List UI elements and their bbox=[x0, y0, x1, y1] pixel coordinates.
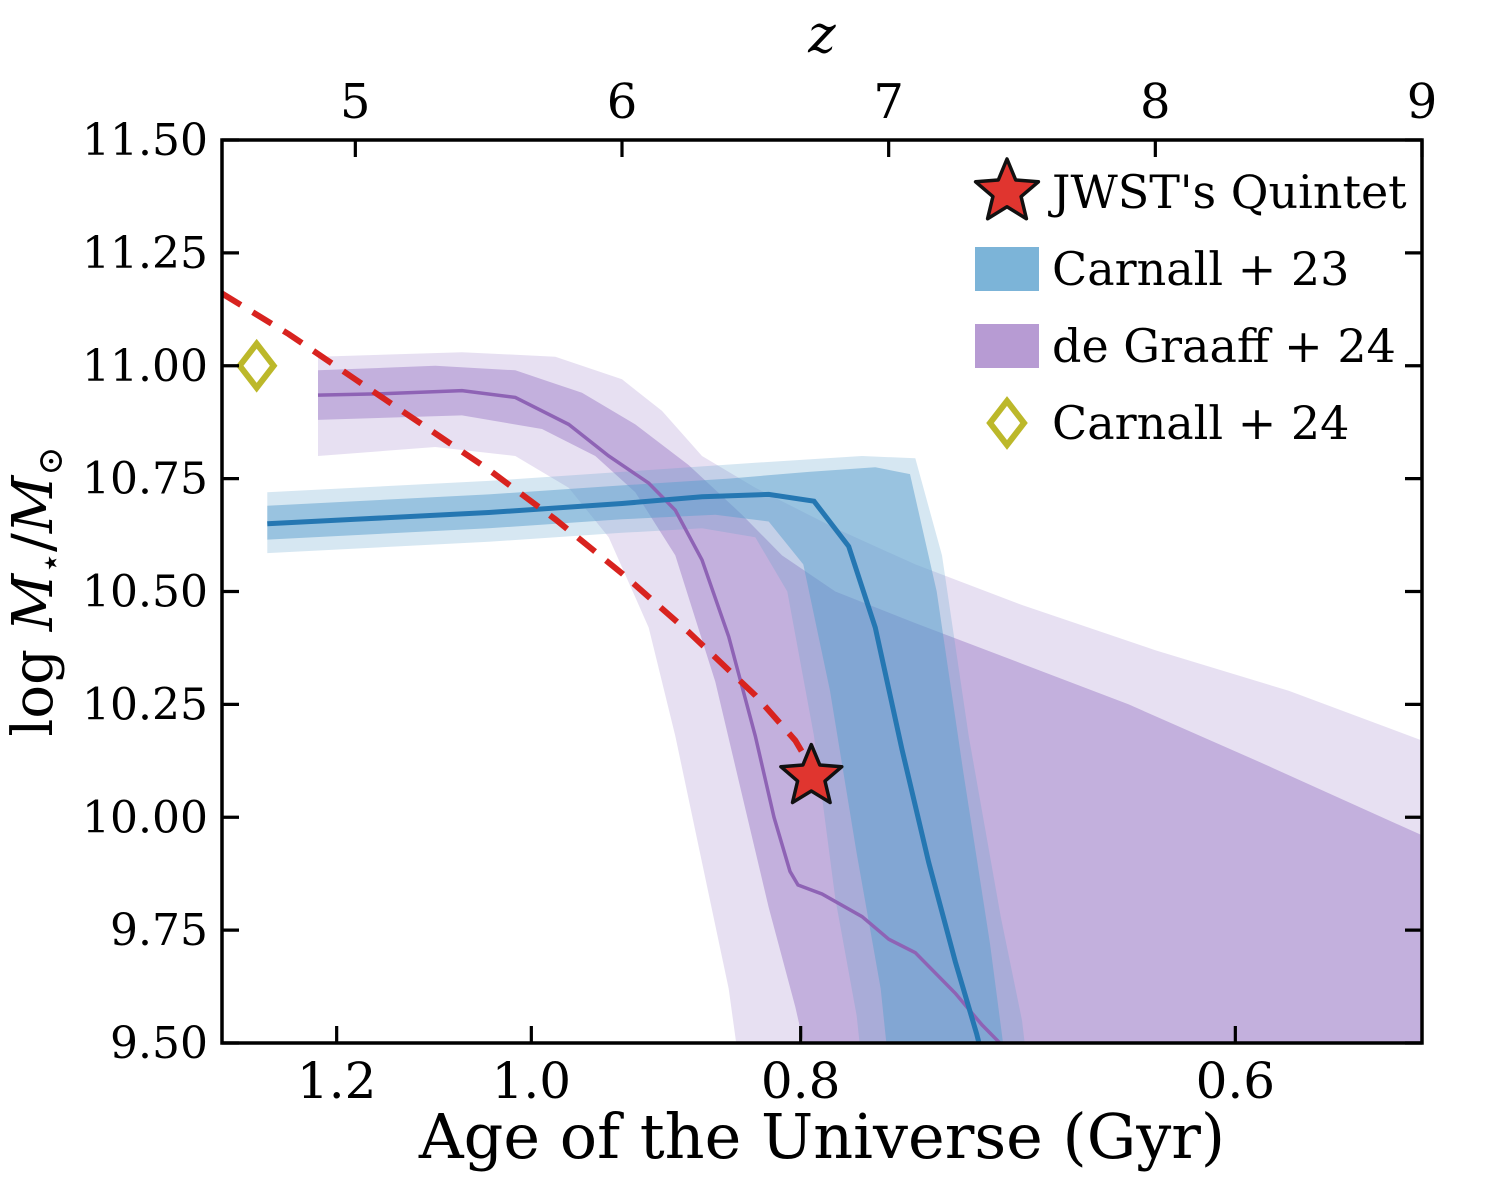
tick-labels: 11.50 11.25 11.00 10.75 10.50 10.25 10.00 9.75 9… bbox=[82, 74, 1437, 1110]
y-axis-label: log M⋆/M⊙ bbox=[1, 446, 71, 736]
confidence-bands bbox=[267, 352, 1422, 1043]
top-axis-label: z bbox=[807, 5, 836, 65]
y-tick-label: 11.25 bbox=[82, 228, 208, 279]
x-tick-label: 0.6 bbox=[1196, 1052, 1276, 1110]
legend-patch-swatch bbox=[975, 247, 1039, 291]
y-tick-label: 10.50 bbox=[82, 567, 208, 618]
median-lines bbox=[267, 388, 1003, 1043]
legend: JWST's Quintet Carnall + 23 de Graaff + … bbox=[973, 157, 1407, 450]
legend-label-carnall-24: Carnall + 24 bbox=[1052, 396, 1349, 450]
y-axis-label-text: log M⋆/M⊙ bbox=[1, 446, 71, 736]
legend-label-jwst-quintet: JWST's Quintet bbox=[1048, 165, 1407, 219]
y-tick-label: 9.75 bbox=[110, 905, 208, 956]
y-tick-label: 10.75 bbox=[82, 454, 208, 505]
jwst-quintet-star-marker bbox=[779, 742, 844, 805]
top-axis-label-text: z bbox=[807, 5, 836, 65]
x-tick-label: 1.0 bbox=[492, 1052, 572, 1110]
legend-diamond-swatch bbox=[986, 396, 1028, 450]
legend-label-de-graaff-24: de Graaff + 24 bbox=[1052, 319, 1396, 373]
quintet-track-dashed-line bbox=[222, 290, 817, 774]
top-tick-label: 8 bbox=[1140, 74, 1171, 130]
legend-label-carnall-23: Carnall + 23 bbox=[1052, 242, 1349, 296]
axes-frame bbox=[220, 138, 1424, 1045]
quintet-track-path bbox=[222, 290, 817, 774]
top-tick-label: 9 bbox=[1407, 74, 1438, 130]
legend-patch-swatch bbox=[975, 324, 1039, 368]
x-axis-label: Age of the Universe (Gyr) bbox=[418, 1100, 1225, 1173]
top-tick-label: 5 bbox=[340, 74, 371, 130]
x-tick-label: 1.2 bbox=[297, 1052, 377, 1110]
carnall23-median-line bbox=[267, 491, 982, 1043]
top-tick-label: 7 bbox=[873, 74, 904, 130]
x-tick-label: 0.8 bbox=[761, 1052, 841, 1110]
data-markers bbox=[235, 338, 844, 805]
y-tick-label: 9.50 bbox=[110, 1018, 208, 1069]
carnall24-diamond-marker bbox=[235, 338, 278, 393]
top-tick-label: 6 bbox=[607, 74, 638, 130]
y-tick-label: 10.00 bbox=[82, 792, 208, 843]
carnall23-band-inner bbox=[267, 467, 1004, 1043]
y-tick-label: 11.00 bbox=[82, 341, 208, 392]
y-tick-label: 11.50 bbox=[82, 115, 208, 166]
degraaff24-median-line bbox=[317, 388, 1003, 1043]
legend-star-swatch bbox=[973, 157, 1041, 221]
y-tick-label: 10.25 bbox=[82, 679, 208, 730]
